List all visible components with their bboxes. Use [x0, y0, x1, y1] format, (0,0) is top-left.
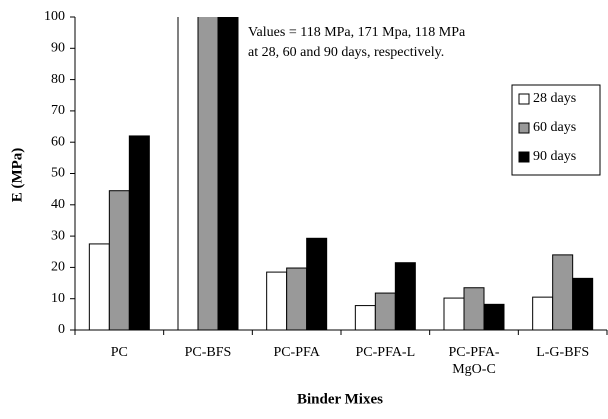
annotation: at 28, 60 and 90 days, respectively.: [248, 45, 444, 60]
bar: [217, 17, 239, 331]
y-tick-label: 10: [51, 291, 65, 306]
bar: [463, 287, 485, 331]
x-tick-label: PC-PFA: [273, 345, 320, 360]
y-axis-title: E (MPa): [9, 148, 25, 203]
bar: [483, 303, 505, 331]
bar: [286, 267, 308, 331]
y-tick-label: 90: [51, 41, 65, 56]
y-tick-label: 100: [44, 9, 65, 24]
bar: [374, 292, 396, 331]
bar: [128, 135, 150, 331]
y-tick-label: 40: [51, 197, 65, 212]
y-tick-label: 70: [51, 103, 65, 118]
y-tick-label: 20: [51, 260, 65, 275]
y-tick-label: 50: [51, 166, 65, 181]
bar: [354, 305, 376, 331]
x-tick-label: PC-PFA-MgO-C: [448, 345, 499, 377]
plot-area: [88, 17, 594, 331]
bar: [532, 296, 554, 331]
legend-label: 28 days: [533, 91, 576, 106]
y-tick-label: 30: [51, 228, 65, 243]
bar: [443, 297, 465, 331]
bar: [552, 254, 574, 331]
legend-swatch: [518, 151, 530, 163]
y-tick-label: 0: [58, 322, 65, 337]
bar: [394, 262, 416, 331]
bar: [197, 17, 219, 331]
x-axis-title: Binder Mixes: [297, 391, 383, 407]
x-tick-label: PC-BFS: [185, 345, 232, 360]
annotation: Values = 118 MPa, 171 Mpa, 118 MPa: [248, 25, 466, 40]
legend-swatch: [518, 93, 530, 105]
bar: [88, 243, 110, 331]
legend-label: 90 days: [533, 149, 576, 164]
legend-label: 60 days: [533, 120, 576, 135]
y-tick-label: 60: [51, 134, 65, 149]
x-tick-label: PC: [111, 345, 128, 360]
x-tick-label: L-G-BFS: [536, 345, 589, 360]
bar: [306, 237, 328, 331]
bar: [108, 190, 130, 331]
legend-swatch: [518, 122, 530, 134]
y-tick-label: 80: [51, 72, 65, 87]
x-tick-label: PC-PFA-L: [356, 345, 416, 360]
bar: [572, 277, 594, 331]
bar: [177, 17, 199, 331]
bar: [266, 271, 288, 331]
